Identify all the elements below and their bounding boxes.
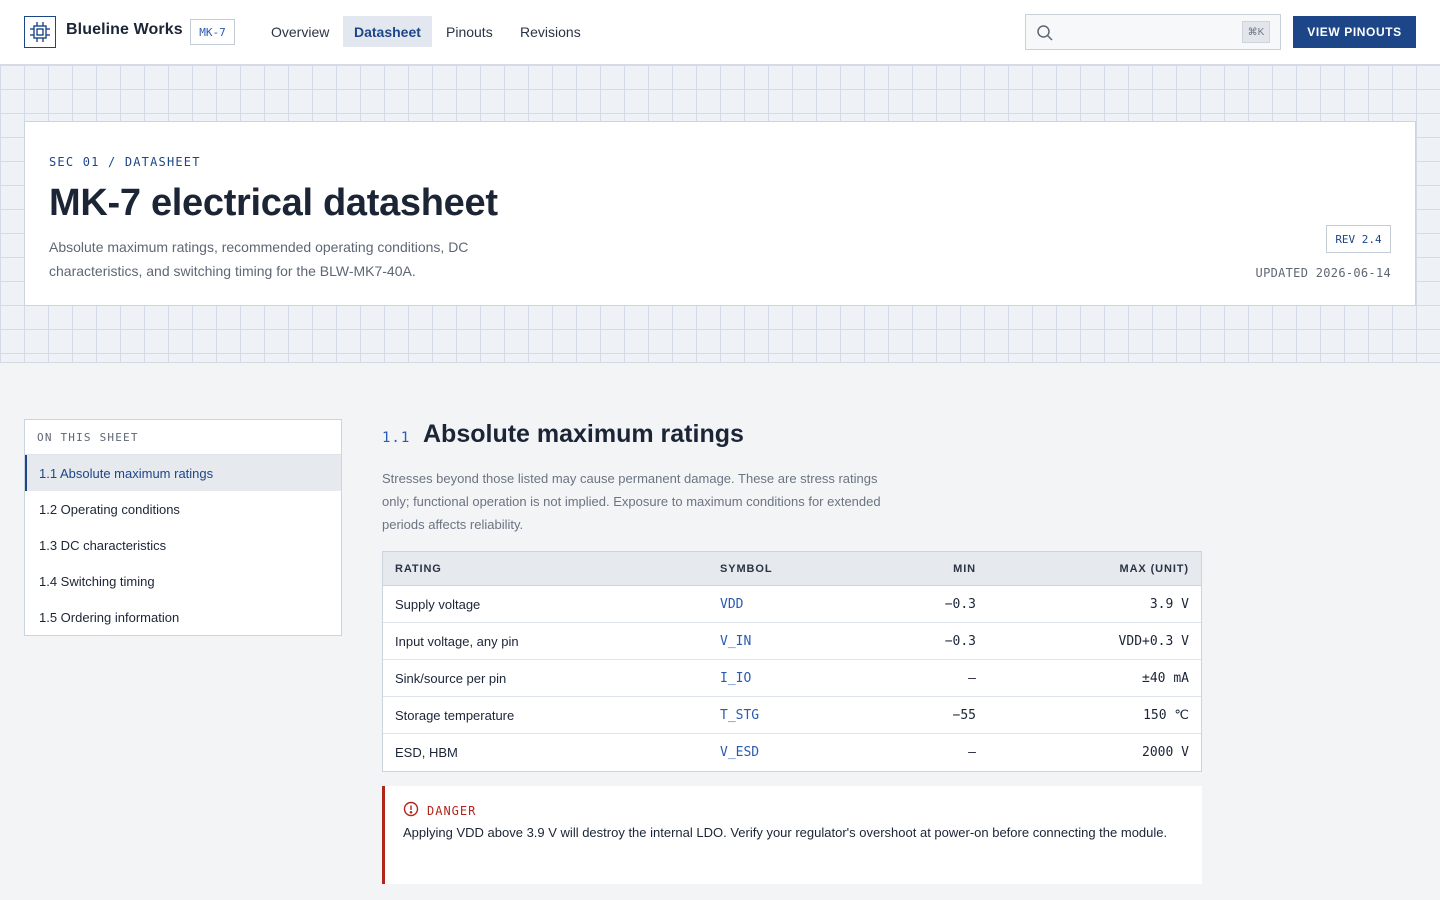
symbol-cell: I_IO	[720, 670, 752, 686]
nav-revisions[interactable]: Revisions	[520, 23, 581, 40]
brand-name[interactable]: Blueline Works	[66, 21, 183, 38]
toc-item-absolute-maximum-ratings[interactable]: 1.1 Absolute maximum ratings	[25, 455, 341, 491]
view-pinouts-button[interactable]: VIEW PINOUTS	[1293, 16, 1416, 48]
product-badge: MK-7	[190, 19, 235, 45]
max-cell: 3.9 V	[1149, 596, 1189, 612]
nav-pinouts[interactable]: Pinouts	[446, 23, 493, 40]
alert-circle-icon	[403, 801, 419, 820]
hero-card: SEC 01 / DATASHEET MK-7 electrical datas…	[24, 121, 1416, 306]
table-row: Sink/source per pin I_IO — ±40 mA	[383, 660, 1201, 697]
section-description: Stresses beyond those listed may cause p…	[382, 471, 881, 532]
max-cell: VDD+0.3 V	[1118, 633, 1189, 649]
max-cell: ±40 mA	[1142, 670, 1189, 686]
toc-item-dc-characteristics[interactable]: 1.3 DC characteristics	[39, 537, 167, 553]
page-title: MK-7 electrical datasheet	[49, 182, 498, 224]
toc-item-ordering-information[interactable]: 1.5 Ordering information	[39, 609, 180, 625]
rating-cell: Sink/source per pin	[395, 670, 507, 686]
min-cell: —	[968, 670, 976, 686]
table-of-contents: ON THIS SHEET 1.1 Absolute maximum ratin…	[24, 419, 342, 636]
min-cell: −0.3	[944, 633, 976, 649]
top-bar: Blueline Works MK-7 Overview Datasheet P…	[0, 0, 1440, 65]
danger-callout: DANGER Applying VDD above 3.9 V will des…	[382, 786, 1202, 884]
symbol-cell: VDD	[720, 596, 744, 612]
table-row: Input voltage, any pin V_IN −0.3 VDD+0.3…	[383, 623, 1201, 660]
table-row: ESD, HBM V_ESD — 2000 V	[383, 734, 1201, 771]
revision-badge: REV 2.4	[1326, 225, 1391, 253]
search-shortcut-hint: ⌘K	[1242, 21, 1270, 43]
symbol-cell: V_ESD	[720, 745, 760, 760]
danger-message: Applying VDD above 3.9 V will destroy th…	[403, 825, 1168, 840]
table-row: Storage temperature T_STG −55 150 ℃	[383, 697, 1201, 734]
table-row: Supply voltage VDD −0.3 3.9 V	[383, 586, 1201, 623]
max-cell: 150 ℃	[1143, 707, 1189, 723]
nav-datasheet[interactable]: Datasheet	[343, 16, 432, 47]
search-input[interactable]: ⌘K	[1025, 14, 1281, 50]
toc-item-switching-timing[interactable]: 1.4 Switching timing	[39, 573, 155, 589]
rating-cell: Storage temperature	[395, 707, 515, 723]
danger-label: DANGER	[427, 803, 477, 818]
toc-heading: ON THIS SHEET	[25, 420, 341, 455]
section-eyebrow: SEC 01 / DATASHEET	[49, 155, 201, 169]
rating-cell: ESD, HBM	[395, 745, 458, 760]
updated-date: UPDATED 2026-06-14	[1255, 266, 1391, 280]
danger-label-row: DANGER	[403, 801, 476, 820]
column-header-symbol: SYMBOL	[720, 562, 773, 575]
toc-item-operating-conditions[interactable]: 1.2 Operating conditions	[39, 501, 180, 517]
ratings-table: RATING SYMBOL MIN MAX (UNIT) Supply volt…	[382, 551, 1202, 772]
table-header: RATING SYMBOL MIN MAX (UNIT)	[383, 552, 1201, 586]
symbol-cell: V_IN	[720, 633, 752, 649]
min-cell: —	[968, 745, 976, 760]
rating-cell: Input voltage, any pin	[395, 633, 519, 649]
max-cell: 2000 V	[1142, 745, 1189, 760]
page-subtitle: Absolute maximum ratings, recommended op…	[49, 239, 469, 279]
search-icon	[1036, 24, 1054, 47]
section-title: Absolute maximum ratings	[423, 420, 744, 448]
column-header-min: MIN	[953, 562, 976, 575]
nav-overview[interactable]: Overview	[271, 23, 330, 40]
section-number: 1.1	[382, 430, 411, 446]
rating-cell: Supply voltage	[395, 596, 481, 612]
column-header-max: MAX (UNIT)	[1119, 562, 1189, 575]
column-header-rating: RATING	[395, 562, 442, 575]
chip-logo-icon[interactable]	[24, 16, 56, 48]
min-cell: −55	[952, 707, 976, 723]
symbol-cell: T_STG	[720, 707, 760, 723]
min-cell: −0.3	[944, 596, 976, 612]
